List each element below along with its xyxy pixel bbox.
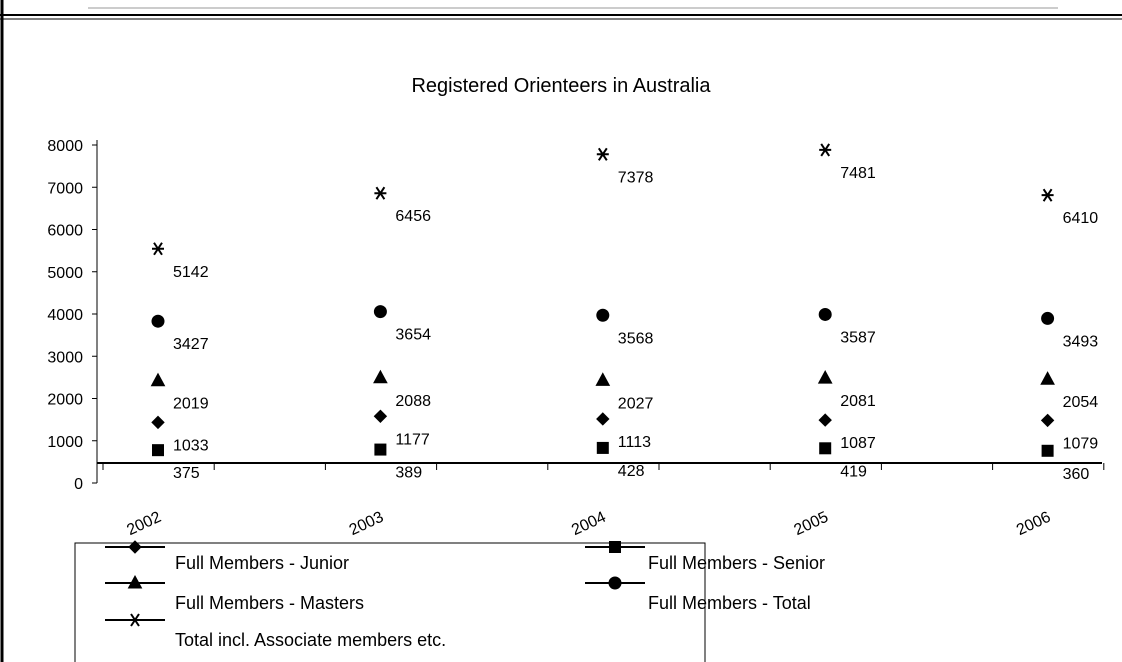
chart-title: Registered Orienteers in Australia: [411, 75, 711, 97]
point: [1041, 311, 1055, 325]
y-tick-label: 3000: [47, 349, 83, 366]
data-label: 3568: [618, 330, 654, 347]
data-label: 1087: [840, 435, 876, 452]
point: [152, 444, 164, 457]
data-label: 1177: [395, 431, 430, 448]
point: [817, 370, 833, 384]
data-label: 375: [173, 465, 200, 482]
legend-marker: [608, 576, 622, 590]
point: [151, 415, 165, 430]
data-label: 7378: [618, 169, 654, 186]
point: [1041, 444, 1054, 457]
legend-marker: [128, 540, 142, 554]
y-tick-label: 7000: [47, 180, 83, 197]
point: [596, 147, 609, 161]
legend-label: Full Members - Junior: [175, 553, 349, 573]
point: [373, 369, 388, 384]
point: [1040, 371, 1055, 385]
point: [596, 412, 610, 426]
legend-marker: [609, 541, 621, 553]
y-tick-label: 1000: [47, 434, 83, 451]
point: [819, 143, 832, 157]
y-tick-label: 4000: [47, 307, 83, 324]
y-tick-label: 5000: [47, 265, 83, 282]
y-tick-label: 8000: [47, 138, 83, 155]
data-label: 419: [840, 463, 867, 480]
data-label: 389: [395, 465, 422, 482]
point: [151, 314, 165, 328]
data-label: 7481: [840, 165, 876, 182]
legend-label: Total incl. Associate members etc.: [175, 630, 446, 650]
point: [818, 307, 832, 321]
data-label: 2054: [1063, 394, 1099, 411]
data-label: 3493: [1063, 333, 1099, 350]
point: [596, 441, 609, 454]
point: [373, 409, 388, 423]
point: [374, 186, 387, 200]
y-tick-label: 2000: [47, 392, 83, 409]
legend-label: Full Members - Total: [648, 593, 811, 613]
data-label: 1033: [173, 437, 209, 454]
point: [595, 372, 611, 386]
data-label: 2081: [840, 393, 876, 410]
data-label: 428: [618, 463, 645, 480]
data-label: 2088: [395, 393, 431, 410]
y-tick-label: 0: [74, 476, 83, 493]
point: [596, 308, 610, 322]
legend-marker: [129, 613, 141, 627]
legend-marker: [127, 574, 143, 589]
point: [152, 242, 164, 256]
legend-label: Full Members - Senior: [648, 553, 825, 573]
point: [818, 413, 832, 427]
point: [819, 442, 832, 455]
data-label: 2019: [173, 396, 209, 413]
data-label: 3654: [395, 327, 431, 344]
legend-label: Full Members - Masters: [175, 593, 364, 613]
point: [1040, 413, 1055, 428]
data-label: 3427: [173, 336, 209, 353]
data-label: 1113: [618, 434, 651, 451]
point: [374, 443, 387, 456]
data-label: 2027: [618, 395, 654, 412]
data-label: 6410: [1063, 210, 1099, 227]
point: [1041, 188, 1054, 202]
data-label: 6456: [395, 208, 431, 225]
data-label: 360: [1063, 466, 1090, 483]
legend-box: [74, 542, 706, 662]
y-tick-label: 6000: [47, 223, 83, 240]
data-label: 5142: [173, 264, 209, 281]
point: [150, 372, 166, 387]
data-label: 1079: [1063, 435, 1099, 452]
point: [373, 305, 387, 319]
data-label: 3587: [840, 329, 876, 346]
